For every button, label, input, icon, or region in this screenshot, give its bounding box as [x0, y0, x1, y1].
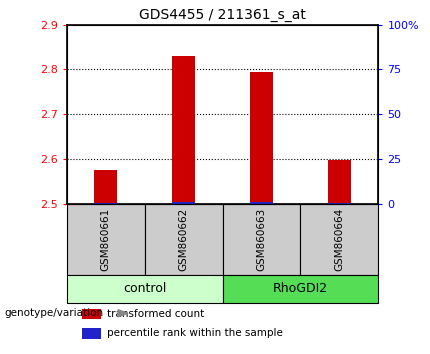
- Bar: [94, 202, 117, 204]
- Bar: [223, 204, 301, 275]
- Bar: [172, 202, 195, 204]
- Bar: [94, 170, 117, 204]
- Bar: [301, 204, 378, 275]
- Bar: [250, 72, 273, 204]
- Bar: [223, 275, 378, 303]
- Bar: [82, 328, 101, 338]
- Bar: [250, 202, 273, 204]
- Bar: [67, 204, 144, 275]
- Text: control: control: [123, 282, 166, 295]
- Text: genotype/variation: genotype/variation: [4, 308, 104, 318]
- Title: GDS4455 / 211361_s_at: GDS4455 / 211361_s_at: [139, 8, 306, 22]
- Bar: [328, 203, 351, 204]
- Bar: [82, 309, 101, 319]
- Text: GSM860662: GSM860662: [178, 208, 189, 271]
- Text: GSM860663: GSM860663: [256, 208, 267, 271]
- Bar: [172, 56, 195, 204]
- Text: RhoGDI2: RhoGDI2: [273, 282, 328, 295]
- Bar: [144, 204, 223, 275]
- Bar: [328, 160, 351, 204]
- Text: GSM860664: GSM860664: [335, 208, 344, 271]
- Bar: [67, 275, 223, 303]
- Text: GSM860661: GSM860661: [101, 208, 111, 271]
- Text: percentile rank within the sample: percentile rank within the sample: [107, 328, 283, 338]
- Text: transformed count: transformed count: [107, 309, 204, 319]
- Polygon shape: [118, 310, 128, 317]
